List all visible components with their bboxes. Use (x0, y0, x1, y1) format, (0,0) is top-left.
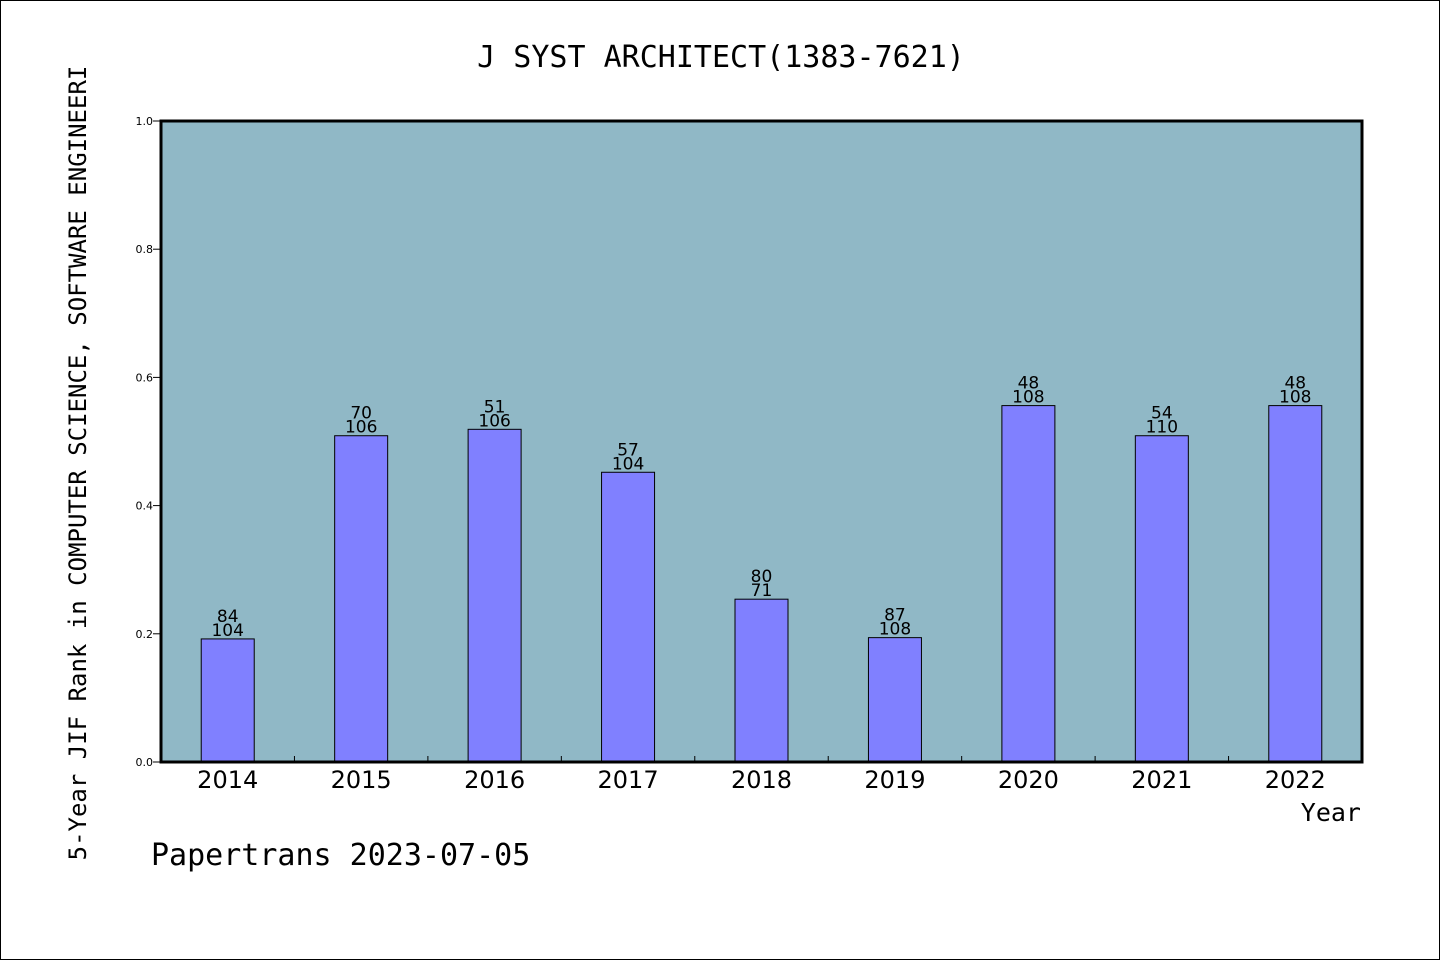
x-tick-label: 2020 (998, 766, 1059, 794)
x-axis-label: Year (1301, 798, 1361, 827)
y-tick-label: 0.2 (136, 628, 154, 641)
bar-rank-label: 80 (751, 567, 773, 587)
x-tick-label: 2019 (864, 766, 925, 794)
y-axis: 0.0 0.2 0.4 0.6 0.8 1.0 (136, 115, 161, 769)
x-tick-label: 2018 (731, 766, 792, 794)
x-tick-label: 2021 (1131, 766, 1192, 794)
x-tick-label: 2015 (331, 766, 392, 794)
bar-2014 (200, 638, 255, 763)
x-tick-label: 2014 (197, 766, 258, 794)
bar-total-label: 108 (1279, 388, 1311, 408)
bar-rank-label: 57 (617, 440, 639, 460)
bar-labels-group: 8410470106511065710480718710848108541104… (211, 374, 1311, 641)
x-tick-label: 2022 (1265, 766, 1326, 794)
bar-2018 (734, 598, 789, 763)
bar-rank-label: 51 (484, 397, 506, 417)
bar-total-label: 104 (211, 621, 243, 641)
x-axis: 2014 2015 2016 2017 2018 2019 2020 2021 2022 (197, 756, 1326, 794)
bar-2019 (867, 637, 922, 763)
bar-2017 (601, 471, 656, 763)
y-tick-label: 0.4 (136, 500, 154, 513)
chart-title: J SYST ARCHITECT(1383-7621) (477, 40, 965, 75)
y-tick-label: 0.0 (136, 756, 154, 769)
credit-text: Papertrans 2023-07-05 (151, 838, 530, 873)
y-axis-label: 5-Year JIF Rank in COMPUTER SCIENCE, SOF… (64, 66, 92, 861)
bars-group (200, 405, 1323, 763)
bar-total-label: 108 (1012, 388, 1044, 408)
y-tick-label: 0.8 (136, 243, 154, 256)
bar-rank-label: 54 (1151, 404, 1173, 424)
bar-rank-label: 70 (350, 404, 372, 424)
y-tick-label: 1.0 (136, 115, 154, 128)
bar-total-label: 104 (612, 454, 644, 474)
bar-2015 (334, 435, 389, 763)
bar-total-label: 71 (751, 581, 773, 601)
bar-2016 (467, 428, 522, 763)
bar-total-label: 108 (879, 620, 911, 640)
bar-rank-label: 48 (1284, 374, 1306, 394)
bar-rank-label: 87 (884, 606, 906, 626)
bar-2021 (1134, 435, 1189, 763)
bar-total-label: 106 (478, 411, 510, 431)
plot-border (159, 119, 1364, 764)
bar-rank-label: 48 (1018, 374, 1040, 394)
x-tick-label: 2017 (598, 766, 659, 794)
x-tick-label: 2016 (464, 766, 525, 794)
bar-2020 (1001, 405, 1056, 763)
bar-rank-label: 84 (217, 607, 239, 627)
bar-2022 (1268, 405, 1323, 763)
bar-total-label: 110 (1146, 418, 1178, 438)
bar-total-label: 106 (345, 418, 377, 438)
y-tick-label: 0.6 (136, 371, 154, 384)
